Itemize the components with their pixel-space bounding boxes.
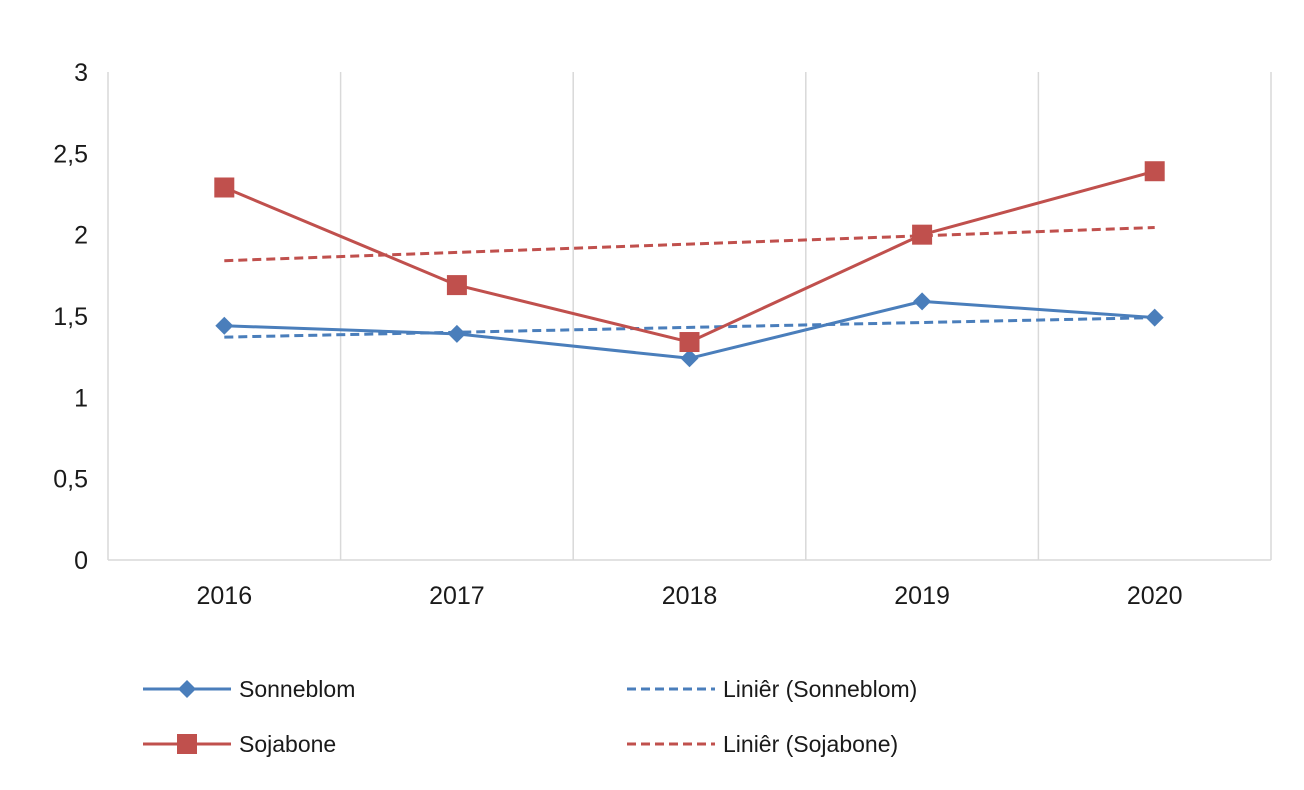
gridlines [339,72,1040,560]
legend-label: Liniêr (Sonneblom) [723,676,917,702]
data-point-sojabone [446,275,467,296]
x-axis: 2016 2017 2018 2019 2020 [196,582,1182,610]
legend-item-sonneblom: Sonneblom [143,676,355,702]
trendlines [224,226,1155,339]
data-point-sonneblom [680,349,699,368]
data-point-sojabone [1144,161,1165,182]
legend: Sonneblom Liniêr (Sonneblom) Sojabone Liniê… [143,676,917,757]
y-tick-label: 1 [74,384,88,412]
legend-item-sojabone: Sojabone [143,731,336,757]
data-point-sonneblom [215,316,234,335]
x-tick-label: 2018 [662,582,718,610]
y-tick-label: 1,5 [53,303,88,331]
plot-frame [107,72,1272,561]
series-line-sojabone [223,169,1156,344]
y-axis: 0 0,5 1 1,5 2 2,5 3 [53,59,88,575]
data-point-sonneblom [447,324,466,343]
legend-item-linier-sojabone: Liniêr (Sojabone) [627,731,898,757]
y-tick-label: 2 [74,222,88,250]
legend-item-linier-sonneblom: Liniêr (Sonneblom) [627,676,917,702]
y-tick-label: 2,5 [53,140,88,168]
x-tick-label: 2017 [429,582,485,610]
data-point-sonneblom [1145,308,1164,327]
legend-label: Liniêr (Sojabone) [723,731,898,757]
data-point-sojabone [214,177,235,198]
x-tick-label: 2016 [196,582,252,610]
data-point-sojabone [679,332,700,353]
legend-swatch-marker [178,680,196,698]
trendline-sonneblom [224,316,1155,339]
legend-label: Sonneblom [239,676,355,702]
data-point-sojabone [912,224,933,245]
series-lines [223,169,1156,360]
x-tick-label: 2019 [894,582,950,610]
data-point-sonneblom [913,292,932,311]
trendline-sojabone [224,226,1155,263]
x-tick-label: 2020 [1127,582,1183,610]
y-tick-label: 3 [74,59,88,87]
legend-label: Sojabone [239,731,336,757]
y-tick-label: 0,5 [53,466,88,494]
y-tick-label: 0 [74,547,88,575]
legend-swatch-marker [177,734,197,754]
series-markers [214,161,1165,368]
